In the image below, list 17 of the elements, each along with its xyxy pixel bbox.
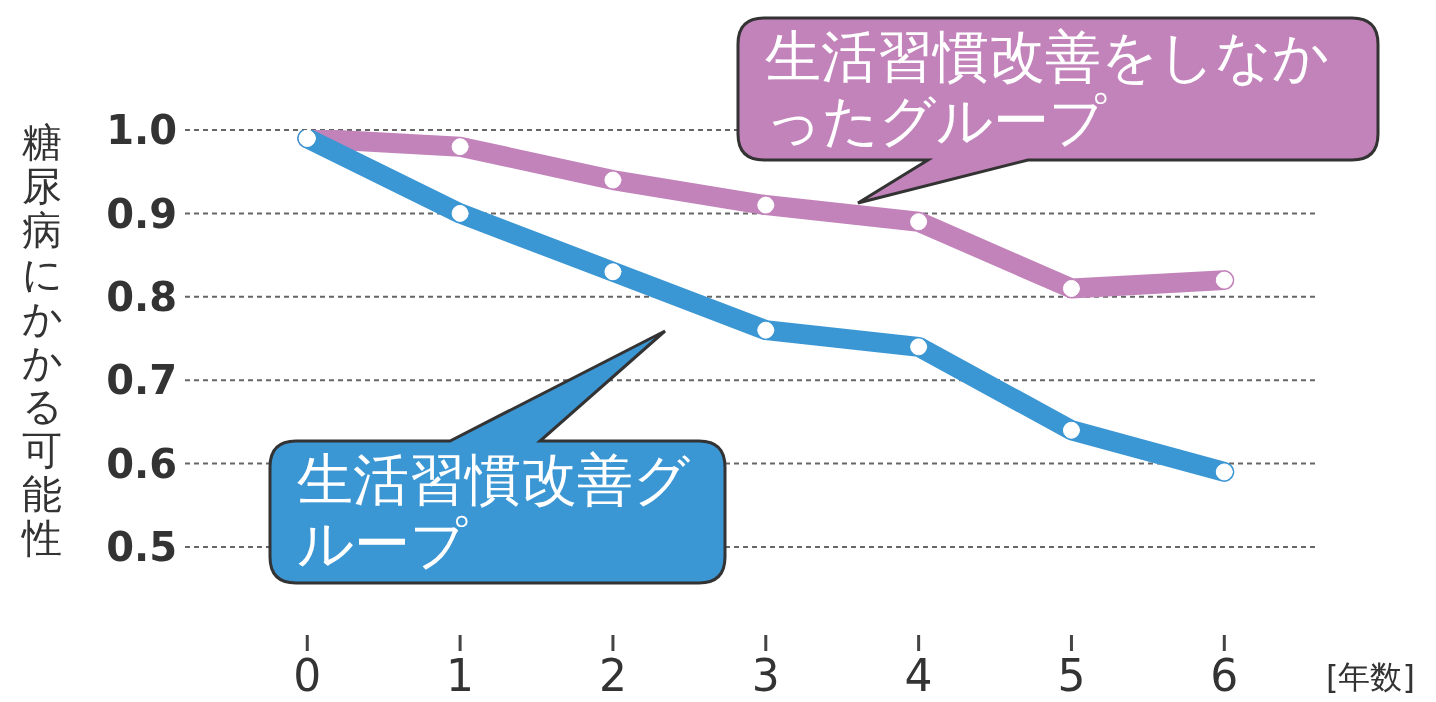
y-tick-label: 0.9 <box>106 190 177 237</box>
y-tick-label: 0.7 <box>106 357 177 404</box>
x-tick-label: 6 <box>1210 650 1239 701</box>
series-label: 生活習慣改善をしなかったグループ <box>764 23 1330 156</box>
x-tick-label: 0 <box>293 650 322 701</box>
x-tick-label: 4 <box>904 650 933 701</box>
y-tick-label: 0.5 <box>106 524 177 571</box>
text: 生活習慣改善グループ <box>296 446 691 579</box>
y-tick-label: 1.0 <box>106 107 177 154</box>
x-axis-title: [年数] <box>1326 657 1415 698</box>
x-tick-label: 3 <box>751 650 780 701</box>
y-tick-label: 0.8 <box>106 274 177 320</box>
x-tick-label: 1 <box>446 650 475 701</box>
text: 糖尿病にかかる可能性 <box>21 119 63 561</box>
x-tick-label: 2 <box>598 650 627 701</box>
x-tick-label: 5 <box>1057 650 1086 701</box>
y-tick-label: 0.6 <box>106 440 177 487</box>
